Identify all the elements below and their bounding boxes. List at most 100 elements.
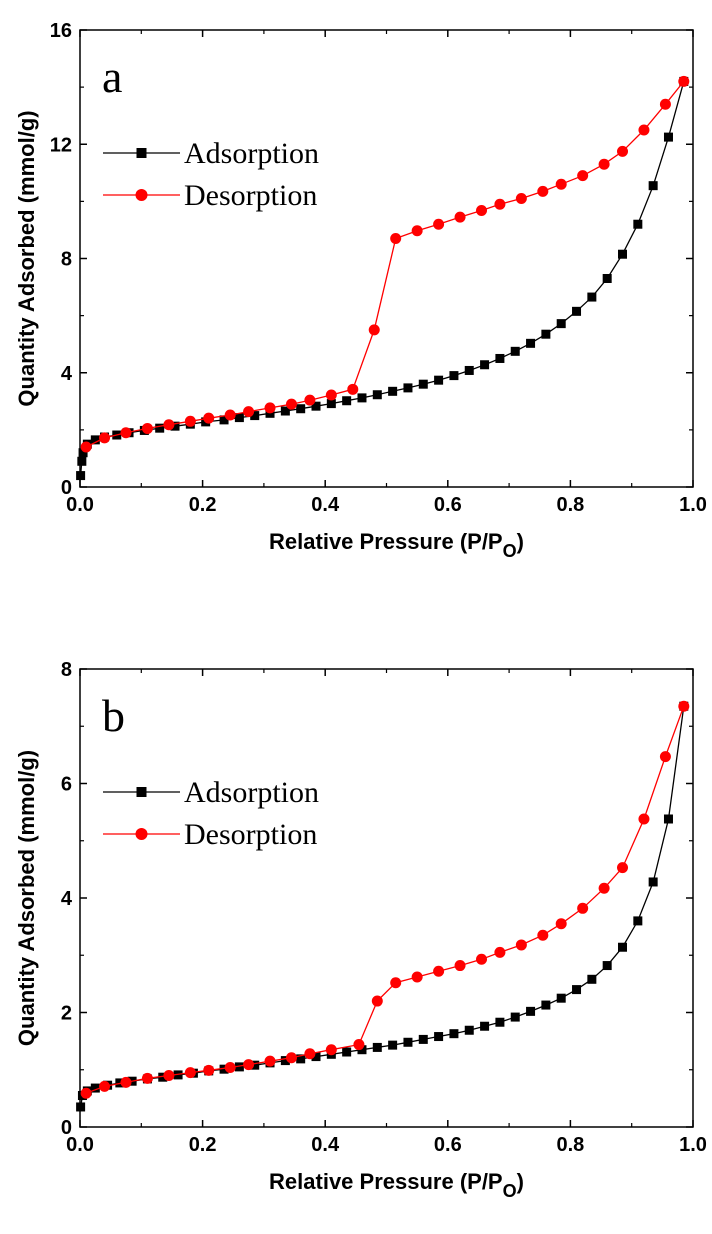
y-axis-title: Quantity Adsorbed (mmol/g)	[14, 110, 39, 406]
x-axis-title-end: )	[517, 1169, 524, 1194]
data-point-desorption	[224, 409, 236, 421]
data-point-desorption	[390, 233, 402, 245]
data-point-desorption	[678, 700, 690, 712]
data-point-desorption	[184, 1067, 196, 1079]
data-point-desorption	[476, 953, 488, 965]
data-point-desorption	[390, 977, 402, 989]
data-point-desorption	[184, 415, 196, 427]
chart-panel-a: 0.0 0.2 0.4 0.6 0.8 1.0 0 4 8 12 16 Relative Pressu…	[14, 20, 707, 561]
data-point-adsorption	[495, 1017, 505, 1027]
data-point-adsorption	[464, 1025, 474, 1035]
series-line-adsorption	[79, 706, 685, 1108]
data-point-desorption	[203, 412, 215, 424]
data-point-adsorption	[648, 181, 658, 191]
x-tick-label: 0.2	[189, 494, 217, 516]
y-tick-label: 12	[50, 134, 72, 156]
y-tick-label: 0	[61, 477, 72, 499]
data-point-adsorption	[372, 1042, 382, 1052]
data-point-desorption	[555, 918, 567, 930]
data-point-desorption	[638, 124, 650, 136]
data-point-adsorption	[526, 338, 536, 348]
x-tick-label: 0.6	[434, 1134, 462, 1156]
y-tick-label: 0	[61, 1117, 72, 1139]
data-point-adsorption	[633, 916, 643, 926]
data-point-adsorption	[449, 1029, 459, 1039]
data-point-desorption	[141, 1072, 153, 1084]
data-point-adsorption	[480, 360, 490, 370]
data-point-desorption	[224, 1061, 236, 1073]
legend-label-adsorption: Adsorption	[184, 137, 319, 170]
data-point-desorption	[617, 862, 629, 874]
panel-label: b	[102, 690, 125, 741]
data-point-adsorption	[663, 814, 673, 824]
data-point-adsorption	[76, 1102, 86, 1112]
x-tick-label: 0.4	[311, 1134, 340, 1156]
data-point-desorption	[325, 389, 337, 401]
data-point-adsorption	[170, 421, 180, 431]
y-tick-label: 2	[61, 1003, 72, 1025]
data-point-adsorption	[78, 448, 88, 458]
data-point-adsorption	[296, 1054, 306, 1064]
y-tick-label: 8	[61, 249, 72, 271]
data-point-desorption	[264, 402, 276, 414]
data-point-adsorption	[280, 406, 290, 416]
data-point-desorption	[163, 419, 175, 431]
x-tick-label: 0.4	[311, 494, 340, 516]
data-point-desorption	[433, 218, 445, 230]
data-point-adsorption	[296, 404, 306, 414]
panel-label: a	[102, 51, 122, 102]
data-point-adsorption	[541, 329, 551, 339]
x-axis-title-main: Relative Pressure (P/P	[269, 529, 503, 554]
data-point-desorption	[454, 211, 466, 223]
data-point-desorption	[454, 960, 466, 972]
data-point-adsorption	[541, 1000, 551, 1010]
data-point-adsorption	[234, 1062, 244, 1072]
data-point-desorption	[243, 1059, 255, 1071]
data-point-adsorption	[155, 423, 165, 433]
plot-frame	[79, 29, 694, 488]
data-point-adsorption	[250, 1060, 260, 1070]
data-point-adsorption	[372, 390, 382, 400]
legend-marker-desorption	[135, 828, 148, 840]
data-point-adsorption	[572, 306, 582, 316]
data-point-desorption	[659, 98, 671, 110]
data-point-desorption	[325, 1044, 337, 1056]
data-point-adsorption	[434, 375, 444, 385]
data-point-adsorption	[342, 396, 352, 406]
legend-label-adsorption: Adsorption	[184, 776, 319, 809]
y-tick-label: 4	[61, 363, 73, 385]
x-tick-label: 0.0	[66, 494, 94, 516]
data-point-desorption	[659, 751, 671, 763]
data-point-desorption	[494, 946, 506, 958]
x-tick-label: 0.0	[66, 1134, 94, 1156]
x-tick-label: 0.2	[189, 1134, 217, 1156]
data-point-desorption	[203, 1064, 215, 1076]
data-point-desorption	[678, 75, 690, 87]
data-point-adsorption	[76, 471, 86, 481]
x-tick-label: 0.8	[556, 494, 584, 516]
data-point-desorption	[515, 939, 527, 951]
data-point-adsorption	[572, 985, 582, 995]
series-line-desorption	[85, 705, 685, 1094]
legend-marker-adsorption	[136, 148, 147, 158]
data-point-desorption	[304, 394, 316, 406]
data-point-adsorption	[280, 1056, 290, 1066]
data-point-desorption	[371, 995, 383, 1007]
data-point-adsorption	[449, 371, 459, 381]
data-point-adsorption	[587, 292, 597, 302]
data-point-adsorption	[311, 401, 321, 411]
data-point-adsorption	[526, 1006, 536, 1016]
series-line-desorption	[85, 80, 685, 448]
data-point-adsorption	[311, 1052, 321, 1062]
y-tick-label: 8	[61, 659, 72, 681]
data-point-desorption	[494, 198, 506, 210]
data-point-adsorption	[388, 1040, 398, 1050]
legend-marker-desorption	[135, 189, 148, 201]
data-point-desorption	[243, 406, 255, 418]
data-point-adsorption	[219, 415, 229, 425]
data-point-adsorption	[587, 974, 597, 984]
data-point-adsorption	[510, 346, 520, 356]
x-tick-label: 0.8	[556, 1134, 584, 1156]
